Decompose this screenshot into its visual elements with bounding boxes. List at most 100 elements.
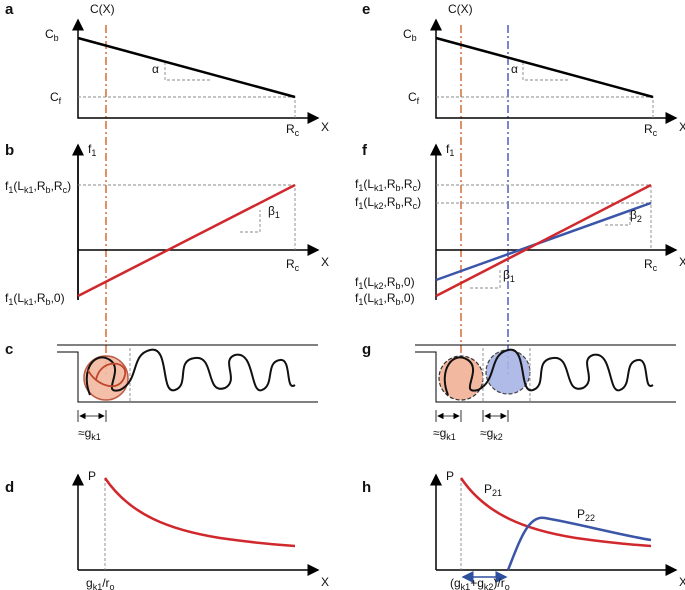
label: f1(Lk1,Rb,0): [355, 291, 415, 307]
label: f1(Lk1,Rb,0): [5, 291, 65, 307]
panel-letter: c: [5, 341, 13, 358]
label: ≈gk2: [480, 426, 503, 442]
label: f1(Lk2,Rb,Rc): [355, 195, 421, 211]
label-text: R: [286, 122, 295, 136]
label: Cb: [45, 27, 59, 43]
label: (gk1+gk2)/ro: [450, 576, 510, 590]
label-text: (L: [363, 275, 374, 289]
label: C(X): [90, 2, 115, 16]
label-text: R: [644, 257, 653, 271]
subscript: 1: [449, 148, 454, 158]
label: Cf: [408, 90, 420, 106]
subscript: k1: [374, 183, 384, 193]
subscript: 1: [510, 274, 515, 284]
label-text: β: [503, 268, 510, 282]
label: X: [679, 255, 685, 269]
label: Rc: [286, 257, 300, 273]
subscript: 21: [492, 488, 502, 498]
label-text: ,R: [384, 291, 396, 305]
subscript: 1: [8, 297, 13, 307]
subscript: c: [413, 183, 418, 193]
label-text: ≈g: [480, 426, 493, 440]
label: α: [152, 62, 159, 76]
subscript: k2: [493, 432, 503, 442]
label-text: C: [403, 27, 412, 41]
label-text: α: [152, 62, 159, 76]
label: f1(Lk2,Rb,0): [355, 275, 415, 291]
label-text: (L: [363, 177, 374, 191]
label: P: [446, 469, 454, 483]
label-text: C: [408, 90, 417, 104]
label-text: f: [5, 291, 9, 305]
panel-letter: d: [5, 479, 14, 496]
label-text: ,R: [51, 179, 63, 193]
label-text: C(X): [90, 2, 115, 16]
subscript: k1: [24, 297, 34, 307]
subscript: k2: [374, 281, 384, 291]
subscript: c: [295, 263, 300, 273]
subscript: k1: [91, 432, 101, 442]
subscript: c: [653, 263, 658, 273]
subscript: f: [417, 96, 420, 106]
label: P22: [577, 507, 595, 523]
label-text: f: [355, 291, 359, 305]
label-text: ,0): [401, 275, 415, 289]
subscript: k1: [24, 185, 34, 195]
label-text: β: [268, 204, 275, 218]
label-text: ,R: [34, 291, 46, 305]
label: f1(Lk1,Rb,Rc): [5, 179, 71, 195]
panel-letter: g: [362, 341, 371, 358]
label-text: g: [86, 576, 93, 590]
label-text: f: [355, 195, 359, 209]
label: β1: [268, 204, 280, 220]
label-text: f: [446, 142, 450, 156]
label-text: R: [644, 122, 653, 136]
label: Cb: [403, 27, 417, 43]
subscript: 1: [358, 281, 363, 291]
label-text: (L: [363, 291, 374, 305]
label-text: C: [45, 27, 54, 41]
subscript: 1: [358, 183, 363, 193]
label-text: f: [355, 275, 359, 289]
label-text: β: [630, 208, 637, 222]
label-text: )/r: [493, 576, 504, 590]
subscript: b: [46, 185, 51, 195]
subscript: k1: [446, 432, 456, 442]
label: Rc: [644, 257, 658, 273]
label: P: [88, 469, 96, 483]
label-text: ≈g: [433, 426, 446, 440]
subscript: b: [46, 297, 51, 307]
subscript: k2: [374, 201, 384, 211]
subscript: 2: [637, 214, 642, 224]
label-text: C(X): [448, 2, 473, 16]
subscript: 1: [358, 297, 363, 307]
label: ≈gk1: [78, 426, 101, 442]
subscript: 1: [358, 201, 363, 211]
subscript: b: [396, 183, 401, 193]
label: C(X): [448, 2, 473, 16]
panel-letter: h: [362, 479, 371, 496]
subscript: 1: [91, 148, 96, 158]
subscript: b: [54, 33, 59, 43]
label-text: (L: [363, 195, 374, 209]
label-text: ≈g: [78, 426, 91, 440]
label-text: ): [417, 177, 421, 191]
label: X: [679, 120, 685, 134]
label-text: f: [88, 142, 92, 156]
subscript: c: [63, 185, 68, 195]
label-text: +g: [470, 576, 484, 590]
label: Rc: [644, 122, 658, 138]
label: Rc: [286, 122, 300, 138]
panel-letter: e: [362, 1, 370, 18]
subscript: 22: [585, 513, 595, 523]
label-text: X: [321, 120, 329, 134]
subscript: b: [396, 201, 401, 211]
label-text: X: [679, 120, 685, 134]
label-text: f: [5, 179, 9, 193]
subscript: 1: [275, 210, 280, 220]
label: f1: [446, 142, 454, 158]
label-text: P: [577, 507, 585, 521]
label-text: ,R: [401, 177, 413, 191]
label-text: f: [355, 177, 359, 191]
